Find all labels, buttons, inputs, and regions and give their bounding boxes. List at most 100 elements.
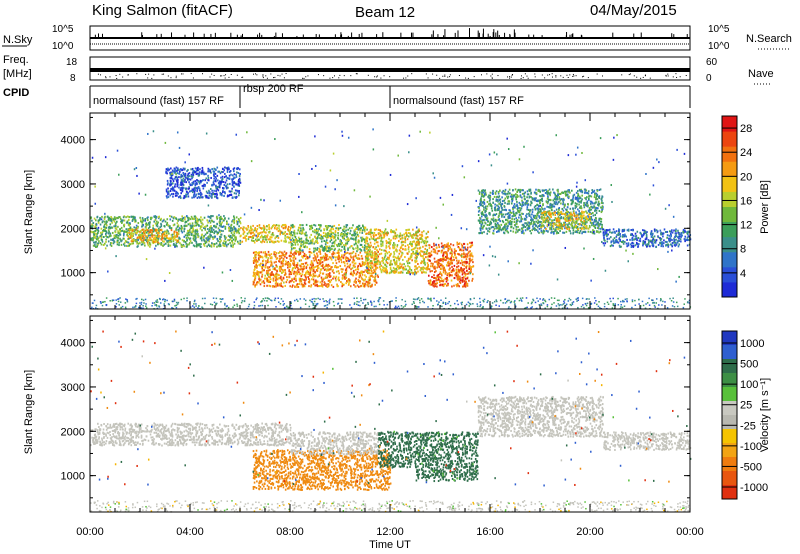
- nave-dot: [307, 75, 309, 77]
- echo-cell: [170, 233, 173, 236]
- scatter-cell: [561, 307, 564, 310]
- scatter-cell: [159, 302, 162, 304]
- echo-cell: [233, 167, 236, 170]
- echo-cell: [238, 177, 241, 180]
- echo-cell: [102, 220, 104, 223]
- echo-cell: [269, 241, 271, 244]
- scatter-cell: [551, 303, 553, 306]
- scatter-cell: [394, 305, 397, 308]
- echo-cell: [262, 259, 265, 262]
- echo-cell: [239, 181, 242, 184]
- echo-cell: [197, 186, 200, 189]
- echo-cell: [126, 215, 129, 218]
- echo-cell: [187, 231, 190, 234]
- echo-cell: [361, 231, 364, 234]
- echo-cell: [356, 231, 359, 234]
- echo-cell: [394, 256, 397, 259]
- scatter-cell: [95, 304, 98, 307]
- echo-cell: [340, 280, 342, 283]
- echo-cell: [223, 215, 225, 218]
- echo-cell: [216, 215, 218, 218]
- echo-cell: [384, 228, 387, 231]
- echo-cell: [262, 238, 264, 241]
- scatter-cell: [684, 298, 686, 300]
- power-data: [90, 128, 692, 310]
- echo-cell: [337, 266, 340, 269]
- echo-cell: [410, 254, 413, 257]
- echo-cell: [345, 271, 348, 274]
- scatter-cell: [115, 299, 117, 301]
- echo-cell: [160, 225, 163, 228]
- echo-cell: [245, 239, 247, 242]
- echo-cell: [354, 238, 357, 241]
- echo-cell: [314, 235, 317, 238]
- echo-cell: [392, 230, 394, 233]
- echo-cell: [166, 229, 168, 232]
- echo-cell: [228, 234, 230, 237]
- echo-cell: [185, 194, 187, 197]
- scatter-cell: [416, 298, 418, 301]
- scatter-cell: [448, 300, 451, 303]
- echo-cell: [91, 225, 93, 228]
- scatter-cell: [525, 297, 528, 299]
- echo-cell: [104, 220, 106, 223]
- echo-cell: [357, 278, 360, 281]
- echo-cell: [279, 250, 281, 253]
- echo-cell: [316, 241, 319, 244]
- scatter-cell: [156, 299, 159, 301]
- echo-cell: [180, 181, 183, 184]
- echo-cell: [288, 276, 290, 279]
- echo-cell: [167, 169, 169, 172]
- echo-cell: [360, 276, 363, 279]
- nave-dot: [633, 75, 635, 77]
- echo-cell: [213, 189, 215, 192]
- echo-cell: [194, 233, 197, 236]
- echo-cell: [369, 275, 372, 278]
- echo-cell: [180, 192, 182, 195]
- echo-cell: [217, 231, 220, 234]
- echo-cell: [263, 277, 266, 280]
- echo-cell: [174, 168, 177, 171]
- echo-cell: [139, 216, 141, 219]
- nave-dot: [221, 75, 223, 77]
- echo-cell: [322, 247, 324, 250]
- echo-cell: [169, 172, 172, 175]
- echo-cell: [215, 230, 217, 233]
- scatter-cell: [124, 306, 127, 309]
- echo-cell: [312, 273, 315, 276]
- echo-cell: [297, 243, 299, 246]
- echo-cell: [353, 229, 356, 232]
- nave-dot: [512, 73, 514, 75]
- echo-cell: [239, 241, 242, 244]
- echo-cell: [196, 230, 199, 233]
- echo-cell: [278, 240, 280, 243]
- nave-dot: [242, 76, 244, 78]
- scatter-cell: [577, 299, 580, 301]
- echo-cell: [238, 168, 241, 171]
- echo-cell: [123, 232, 125, 235]
- echo-cell: [226, 195, 229, 198]
- echo-cell: [222, 189, 224, 192]
- echo-cell: [227, 243, 230, 246]
- echo-cell: [333, 252, 336, 255]
- echo-cell: [238, 232, 240, 235]
- echo-cell: [319, 259, 322, 262]
- echo-cell: [239, 220, 241, 223]
- scatter-cell: [304, 303, 307, 305]
- scatter-cell: [212, 297, 215, 299]
- echo-cell: [179, 242, 181, 245]
- echo-cell: [274, 273, 277, 276]
- echo-cell: [180, 179, 183, 182]
- echo-cell: [334, 234, 337, 237]
- echo-cell: [106, 244, 108, 247]
- echo-cell: [173, 170, 176, 173]
- echo-cell: [97, 220, 100, 223]
- echo-cell: [328, 273, 331, 276]
- echo-cell: [256, 270, 259, 273]
- echo-cell: [144, 218, 147, 221]
- echo-cell: [375, 260, 377, 263]
- echo-cell: [270, 233, 273, 236]
- echo-cell: [155, 217, 157, 220]
- scatter-cell: [164, 299, 167, 301]
- echo-cell: [325, 245, 327, 248]
